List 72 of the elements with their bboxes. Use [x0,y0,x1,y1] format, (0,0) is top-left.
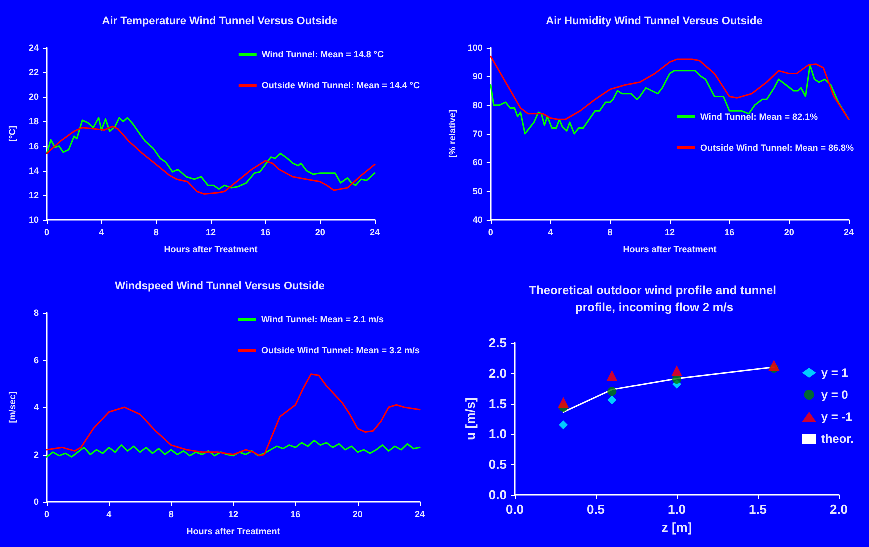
x-tick-label: 8 [154,228,159,238]
x-tick-label: 24 [370,228,380,238]
y-tick-label: 4 [34,402,39,412]
legend-label: y = 0 [821,388,849,402]
x-axis-title: Hours after Treatment [623,244,717,254]
legend-label: Outside Wind Tunnel: Mean = 14.4 °C [262,80,420,90]
x-tick-label: 1.0 [668,502,686,517]
y-tick-label: 40 [472,215,483,225]
y-tick-label: 70 [472,129,483,139]
x-tick-label: 12 [664,228,675,238]
y-tick-label: 14 [28,166,39,176]
chart-title: Windspeed Wind Tunnel Versus Outside [115,280,325,292]
y-tick-label: 1.5 [488,396,507,412]
x-tick-label: 24 [414,510,426,520]
x-tick-label: 4 [99,228,104,238]
x-tick-label: 0 [44,228,50,238]
x-tick-label: 8 [608,228,613,238]
x-tick-label: 12 [206,228,216,238]
legend-label: Wind Tunnel: Mean = 2.1 m/s [261,314,384,324]
x-tick-label: 16 [260,228,271,238]
y-tick-label: 6 [34,355,39,366]
y-tick-label: 90 [472,72,483,82]
y-tick-label: 80 [472,100,483,110]
legend-label: theor. [821,432,854,446]
y-tick-label: 2.0 [488,366,507,381]
y-tick-label: 1.0 [488,426,507,442]
x-tick-label: 2.0 [830,502,848,517]
x-tick-label: 0.5 [586,502,606,517]
x-tick-label: 16 [290,510,301,520]
y-axis-title: [m/sec] [8,392,18,424]
chart-title: Air Humidity Wind Tunnel Versus Outside [546,16,763,28]
y-tick-label: 18 [28,116,39,127]
chart-title: Theoretical outdoor wind profile and tunnel profile, incoming flow 2 m/s [529,284,780,314]
y-tick-label: 100 [468,43,483,53]
legend-label: Outside Wind Tunnel: Mean = 86.8% [700,143,854,153]
legend-label: y = 1 [821,366,849,380]
y-tick-label: 24 [28,43,39,53]
chart-title: Air Temperature Wind Tunnel Versus Outside [102,16,338,28]
y-tick-label: 8 [34,308,39,318]
y-tick-label: 2.5 [488,336,507,350]
x-tick-label: 24 [844,228,854,238]
x-axis-title: z [m] [662,520,692,535]
x-tick-label: 12 [228,510,239,520]
x-tick-label: 20 [352,510,363,520]
x-axis-title: Hours after Treatment [186,526,280,536]
y-axis-title: [°C] [8,126,18,142]
x-tick-label: 1.5 [748,502,768,517]
x-tick-label: 20 [784,228,794,238]
y-tick-label: 10 [28,215,39,225]
x-tick-label: 4 [106,510,112,520]
x-tick-label: 16 [724,228,735,238]
y-tick-label: 50 [472,186,483,196]
y-tick-label: 60 [472,158,483,168]
x-axis-title: Hours after Treatment [164,244,258,254]
legend-label: Wind Tunnel: Mean = 82.1% [700,112,818,122]
legend-label: Wind Tunnel: Mean = 14.8 °C [262,50,384,60]
y-tick-label: 20 [28,92,39,102]
y-tick-label: 0.5 [488,457,507,472]
y-tick-label: 2 [34,450,39,460]
y-axis-title: u [m/s] [463,398,478,440]
y-tick-label: 12 [28,190,39,200]
y-tick-label: 0.0 [488,488,507,502]
x-tick-label: 8 [168,510,174,520]
x-tick-label: 0.0 [506,502,524,517]
legend-label: Outside Wind Tunnel: Mean = 3.2 m/s [261,346,420,356]
x-tick-label: 4 [548,228,554,238]
y-tick-label: 22 [28,68,39,78]
y-axis-title: [% relative] [448,110,458,158]
y-tick-label: 16 [28,141,39,152]
legend-label: y = -1 [821,410,853,424]
x-tick-label: 0 [44,510,50,520]
x-tick-label: 20 [315,228,326,238]
